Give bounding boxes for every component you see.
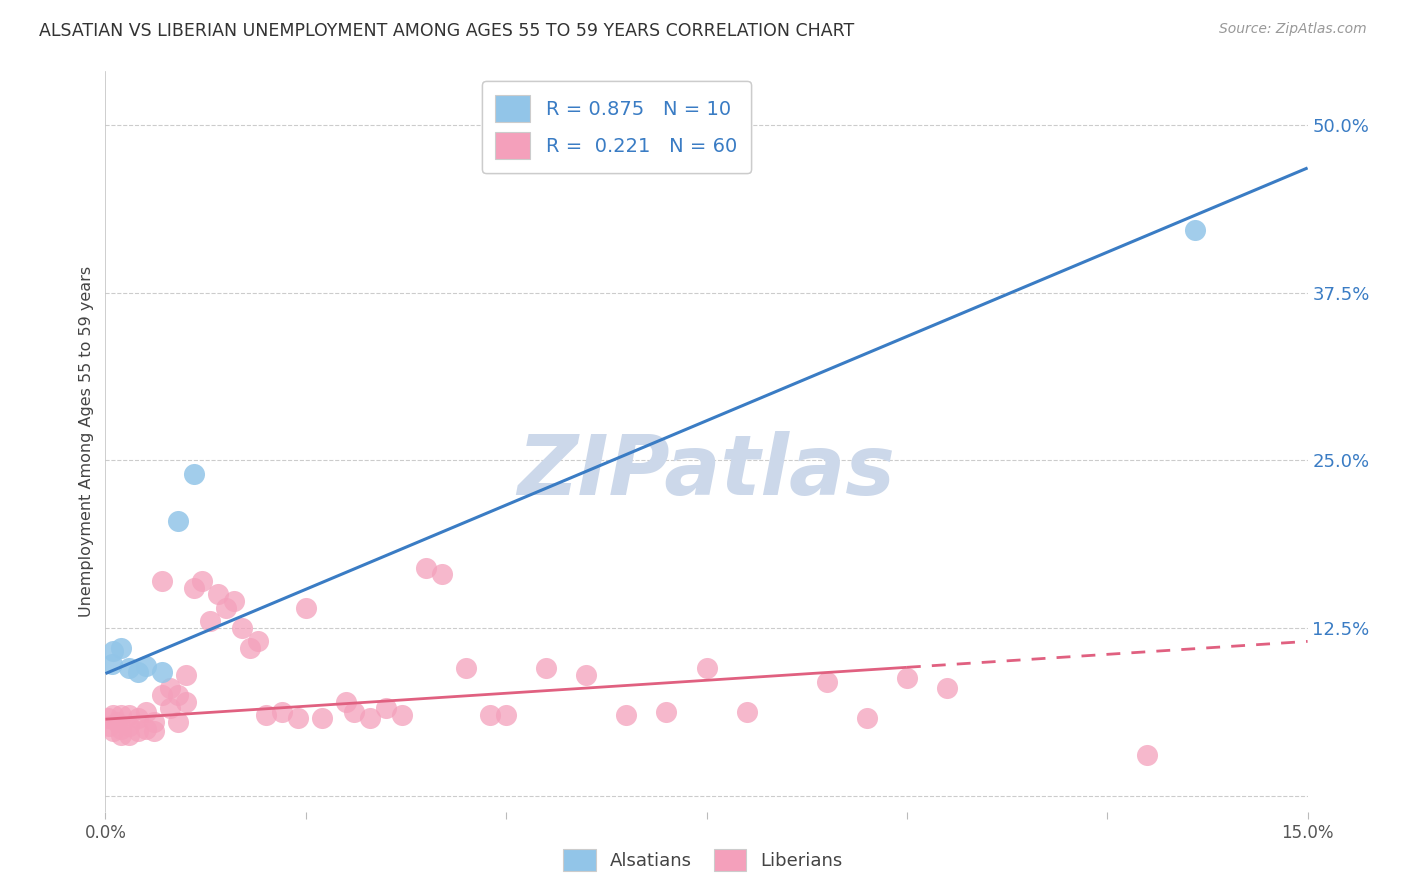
Point bbox=[127, 665, 149, 680]
Point bbox=[335, 695, 357, 709]
Point bbox=[198, 614, 221, 628]
Point bbox=[118, 661, 141, 675]
Point bbox=[735, 706, 758, 720]
Point bbox=[896, 671, 918, 685]
Point bbox=[534, 661, 557, 675]
Point bbox=[103, 644, 125, 658]
Point bbox=[166, 514, 188, 528]
Point bbox=[127, 724, 149, 739]
Point bbox=[936, 681, 959, 696]
Point bbox=[655, 706, 678, 720]
Point bbox=[101, 657, 124, 672]
Point bbox=[118, 719, 141, 733]
Point bbox=[343, 706, 366, 720]
Point bbox=[1136, 748, 1159, 763]
Point bbox=[479, 708, 502, 723]
Point bbox=[103, 708, 125, 723]
Point bbox=[150, 688, 173, 702]
Point bbox=[495, 708, 517, 723]
Point bbox=[270, 706, 292, 720]
Point bbox=[1184, 222, 1206, 236]
Point bbox=[135, 722, 157, 736]
Point bbox=[190, 574, 212, 588]
Point bbox=[150, 665, 173, 680]
Point bbox=[616, 708, 638, 723]
Point bbox=[97, 711, 120, 725]
Point bbox=[166, 688, 188, 702]
Point bbox=[391, 708, 413, 723]
Point bbox=[103, 724, 125, 739]
Point bbox=[815, 674, 838, 689]
Text: ALSATIAN VS LIBERIAN UNEMPLOYMENT AMONG AGES 55 TO 59 YEARS CORRELATION CHART: ALSATIAN VS LIBERIAN UNEMPLOYMENT AMONG … bbox=[39, 22, 855, 40]
Point bbox=[159, 681, 181, 696]
Point bbox=[311, 711, 333, 725]
Point bbox=[855, 711, 877, 725]
Point bbox=[207, 587, 229, 601]
Point bbox=[287, 711, 309, 725]
Point bbox=[214, 600, 236, 615]
Point bbox=[150, 574, 173, 588]
Point bbox=[118, 728, 141, 742]
Point bbox=[142, 714, 165, 729]
Point bbox=[98, 719, 121, 733]
Legend: Alsatians, Liberians: Alsatians, Liberians bbox=[555, 842, 851, 879]
Point bbox=[110, 641, 132, 656]
Point bbox=[166, 714, 188, 729]
Y-axis label: Unemployment Among Ages 55 to 59 years: Unemployment Among Ages 55 to 59 years bbox=[79, 266, 94, 617]
Point bbox=[374, 701, 398, 715]
Point bbox=[107, 714, 129, 729]
Point bbox=[135, 706, 157, 720]
Point bbox=[110, 722, 132, 736]
Point bbox=[246, 634, 269, 648]
Text: Source: ZipAtlas.com: Source: ZipAtlas.com bbox=[1219, 22, 1367, 37]
Point bbox=[127, 711, 149, 725]
Point bbox=[239, 641, 262, 656]
Point bbox=[174, 695, 197, 709]
Point bbox=[231, 621, 253, 635]
Point bbox=[454, 661, 477, 675]
Point bbox=[222, 594, 245, 608]
Point bbox=[359, 711, 381, 725]
Point bbox=[575, 668, 598, 682]
Point bbox=[183, 581, 205, 595]
Point bbox=[254, 708, 277, 723]
Point bbox=[430, 567, 453, 582]
Text: ZIPatlas: ZIPatlas bbox=[517, 431, 896, 512]
Point bbox=[135, 658, 157, 673]
Point bbox=[110, 708, 132, 723]
Point bbox=[118, 708, 141, 723]
Point bbox=[174, 668, 197, 682]
Point bbox=[142, 724, 165, 739]
Point bbox=[110, 728, 132, 742]
Point bbox=[295, 600, 318, 615]
Point bbox=[159, 701, 181, 715]
Point bbox=[183, 467, 205, 481]
Point bbox=[415, 560, 437, 574]
Point bbox=[696, 661, 718, 675]
Legend: R = 0.875   N = 10, R =  0.221   N = 60: R = 0.875 N = 10, R = 0.221 N = 60 bbox=[482, 81, 751, 173]
